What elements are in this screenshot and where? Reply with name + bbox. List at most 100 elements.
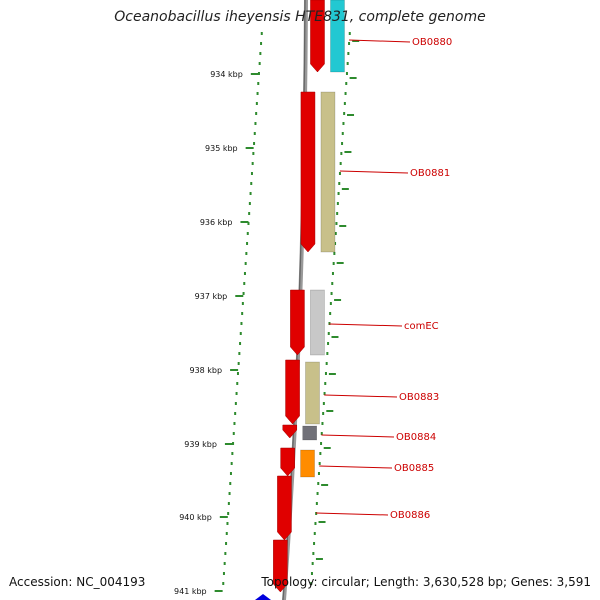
gc-dot [324, 382, 327, 385]
gc-dot [331, 282, 334, 285]
gc-dot [327, 342, 330, 345]
gc-dot [320, 432, 323, 435]
gc-dot [311, 562, 314, 565]
gc-dot [241, 302, 244, 305]
cds-arrow [273, 539, 288, 593]
gc-dot [344, 92, 347, 95]
gc-dot [338, 182, 341, 185]
gc-dot [346, 62, 349, 65]
gc-dot [225, 532, 228, 535]
accession-text: Accession: NC_004193 [9, 575, 146, 589]
gc-dot [229, 472, 232, 475]
gc-dash [326, 410, 334, 412]
gc-dot [334, 242, 337, 245]
gc-dot [223, 562, 226, 565]
gc-dot [345, 82, 348, 85]
gc-dot [319, 452, 322, 455]
gc-dot [254, 122, 257, 125]
kbp-tick [250, 73, 259, 75]
gc-dash [318, 521, 326, 523]
gc-dot [312, 552, 315, 555]
genome-summary-text: Topology: circular; Length: 3,630,528 bp… [261, 575, 591, 589]
gc-dash [336, 262, 344, 264]
gene-label-line [349, 39, 411, 43]
gc-dot [329, 312, 332, 315]
gene-block-OB0884 [302, 425, 317, 441]
gc-dot [340, 152, 343, 155]
kbp-tick-label: 938 kbp [189, 366, 222, 375]
gc-dot [335, 222, 338, 225]
gc-dot [237, 362, 240, 365]
kbp-tick [224, 443, 233, 445]
gene-label-line [339, 170, 409, 174]
gc-dot [253, 142, 256, 145]
gc-dot [323, 392, 326, 395]
gc-dots [222, 32, 360, 585]
gc-dash [323, 447, 331, 449]
gc-dot [348, 32, 351, 35]
gc-dot [341, 142, 344, 145]
gc-dot [250, 182, 253, 185]
gc-dot [326, 352, 329, 355]
gene-block-OB0885 [300, 449, 315, 478]
gc-dot [325, 362, 328, 365]
gc-dot [259, 52, 262, 55]
gc-dot [342, 122, 345, 125]
gc-dash [352, 40, 360, 42]
gc-dot [336, 202, 339, 205]
genome-title: Oceanobacillus iheyensis HTE831, complet… [114, 9, 486, 25]
gc-dot [255, 112, 258, 115]
gc-dot [322, 412, 325, 415]
gc-dot [227, 512, 230, 515]
gc-dot [313, 532, 316, 535]
gc-dot [236, 382, 239, 385]
gene-label-line [329, 323, 403, 327]
kbp-tick [230, 369, 239, 371]
gc-dot [313, 542, 316, 545]
gc-dash [328, 373, 336, 375]
kbp-tick-label: 941 kbp [174, 587, 207, 596]
gc-dot [258, 62, 261, 65]
gc-dot [345, 72, 348, 75]
gc-dash [347, 114, 355, 116]
gene-label-comEC: comEC [404, 321, 439, 332]
gc-dot [222, 572, 225, 575]
gc-dot [246, 242, 249, 245]
gc-dot [250, 172, 253, 175]
kbp-ruler: 934 kbp 935 kbp 936 kbp 937 kbp 938 kbp 939 k… [174, 70, 259, 596]
gc-dot [253, 132, 256, 135]
gc-dash [341, 188, 349, 190]
gene-label-line [321, 434, 395, 438]
gene-block-comEC [310, 289, 325, 356]
kbp-tick [214, 590, 223, 592]
gc-dot [336, 212, 339, 215]
gc-dot [232, 432, 235, 435]
position-marker-icon [255, 594, 271, 600]
gc-dot [233, 422, 236, 425]
gc-dot [243, 282, 246, 285]
gc-dash [344, 151, 352, 153]
gc-dot [322, 402, 325, 405]
gc-dot [257, 82, 260, 85]
gc-dot [252, 152, 255, 155]
kbp-tick [245, 147, 254, 149]
gc-dot [249, 192, 252, 195]
kbp-tick [240, 221, 249, 223]
gc-dot [332, 262, 335, 265]
gene-label-OB0886: OB0886 [390, 510, 430, 521]
gc-dot [242, 292, 245, 295]
gc-dot [229, 482, 232, 485]
gc-dash [331, 336, 339, 338]
gene-label-OB0883: OB0883 [399, 392, 439, 403]
gc-dot [260, 42, 263, 45]
gc-dot [331, 272, 334, 275]
kbp-tick-label: 934 kbp [210, 70, 243, 79]
gene-labels: OB0880 OB0881 comEC OB0883 OB0884 OB0885 OB088… [315, 37, 452, 521]
gc-dash [349, 77, 357, 79]
cds-arrow [280, 447, 295, 477]
gc-dot [341, 132, 344, 135]
gene-track [300, 0, 345, 478]
gc-dot [227, 502, 230, 505]
cds-arrow [282, 424, 298, 439]
gc-dot [234, 402, 237, 405]
